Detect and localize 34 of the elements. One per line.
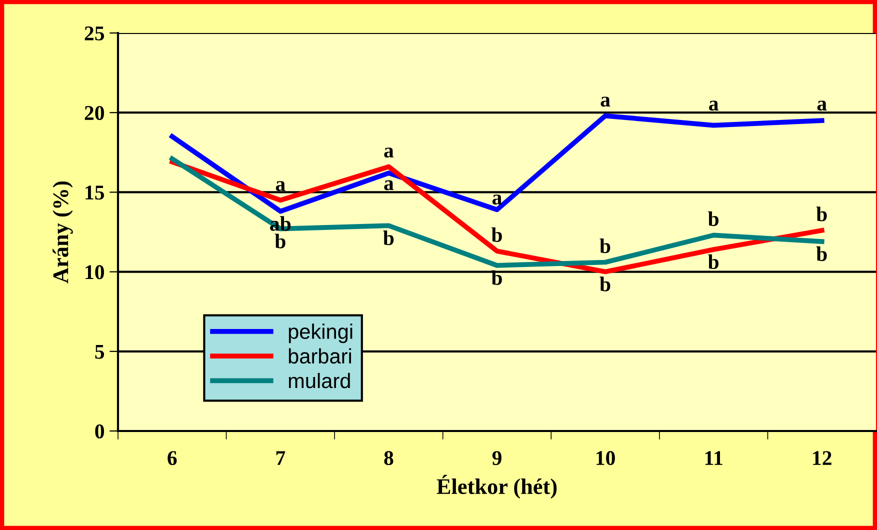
data-label: a (276, 181, 286, 192)
legend-label: pekingi (288, 324, 352, 344)
data-label: a (709, 100, 718, 111)
legend-label: barbari (288, 348, 351, 364)
legend-label: mulard (288, 372, 350, 388)
data-label: b (274, 234, 286, 248)
x-tick-label: 9 (492, 451, 502, 466)
y-axis-title: Arány (%) (52, 181, 73, 284)
data-label: a (492, 194, 502, 205)
data-label: a (817, 100, 827, 111)
x-tick-label: 12 (813, 451, 832, 465)
y-tick-label: 10 (86, 265, 104, 280)
data-label: b (383, 230, 394, 246)
y-tick-label: 25 (84, 26, 104, 40)
data-label: b (816, 246, 827, 262)
data-label: b (816, 206, 827, 222)
data-label: b (708, 254, 719, 270)
x-tick-label: 8 (384, 451, 394, 466)
data-label: a (384, 180, 394, 190)
x-tick-label: 10 (596, 451, 615, 466)
data-label: a (600, 96, 610, 107)
y-tick-label: 5 (95, 344, 104, 359)
y-tick-label: 20 (84, 106, 104, 120)
y-tick-label: 0 (95, 424, 104, 438)
data-label: b (708, 211, 719, 226)
y-tick-label: 15 (86, 186, 104, 200)
data-label: b (491, 227, 502, 242)
data-label: b (600, 238, 610, 254)
x-axis-title: Életkor (hét) (436, 474, 557, 499)
data-label: b (600, 276, 610, 292)
x-tick-label: 11 (705, 451, 722, 465)
x-tick-label: 6 (168, 451, 177, 466)
data-label: a (384, 148, 394, 158)
x-tick-label: 7 (276, 451, 286, 465)
